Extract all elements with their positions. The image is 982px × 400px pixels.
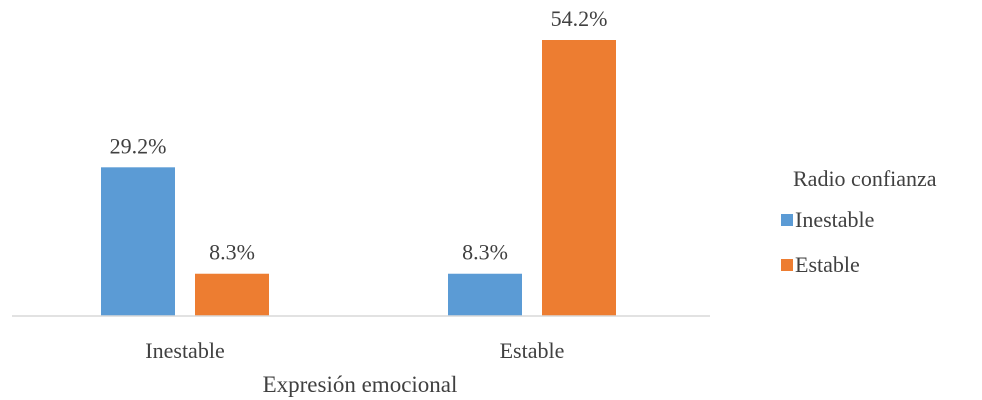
x-axis-ticks: Inestable Estable: [145, 338, 564, 363]
legend-swatch-inestable: [781, 214, 793, 226]
legend-label-estable: Estable: [795, 252, 860, 277]
legend: Radio confianza Inestable Estable: [781, 166, 937, 277]
legend-title: Radio confianza: [793, 166, 937, 191]
bar-estable-inestable: [448, 273, 522, 316]
bar-inestable-inestable: [101, 167, 175, 316]
x-axis-title: Expresión emocional: [263, 372, 458, 397]
data-label-inestable-estable: 8.3%: [209, 240, 255, 265]
legend-swatch-estable: [781, 259, 793, 271]
data-label-estable-estable: 54.2%: [551, 6, 608, 31]
x-tick-label-inestable: Inestable: [145, 338, 224, 363]
bar-estable-estable: [542, 40, 616, 316]
x-tick-label-estable: Estable: [500, 338, 565, 363]
plot-area: 29.2% 8.3% 8.3% 54.2%: [101, 6, 616, 316]
bar-inestable-estable: [195, 273, 269, 316]
legend-label-inestable: Inestable: [795, 207, 874, 232]
data-label-inestable-inestable: 29.2%: [110, 133, 167, 158]
data-label-estable-inestable: 8.3%: [462, 240, 508, 265]
